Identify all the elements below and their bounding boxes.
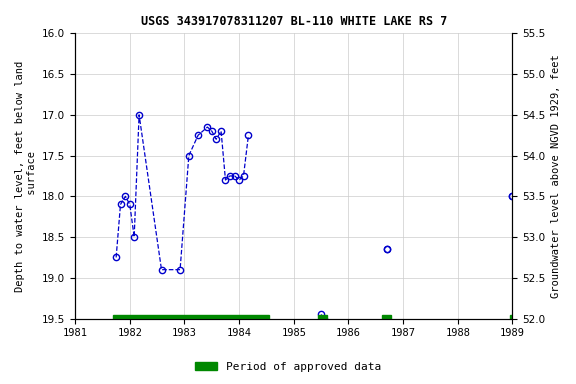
Bar (382, 315, 391, 319)
Bar (319, 315, 327, 319)
Y-axis label: Depth to water level, feet below land
 surface: Depth to water level, feet below land su… (15, 60, 37, 291)
Bar (113, 315, 269, 319)
Y-axis label: Groundwater level above NGVD 1929, feet: Groundwater level above NGVD 1929, feet (551, 54, 561, 298)
Bar (510, 315, 514, 319)
Title: USGS 343917078311207 BL-110 WHITE LAKE RS 7: USGS 343917078311207 BL-110 WHITE LAKE R… (141, 15, 447, 28)
Legend: Period of approved data: Period of approved data (191, 358, 385, 377)
